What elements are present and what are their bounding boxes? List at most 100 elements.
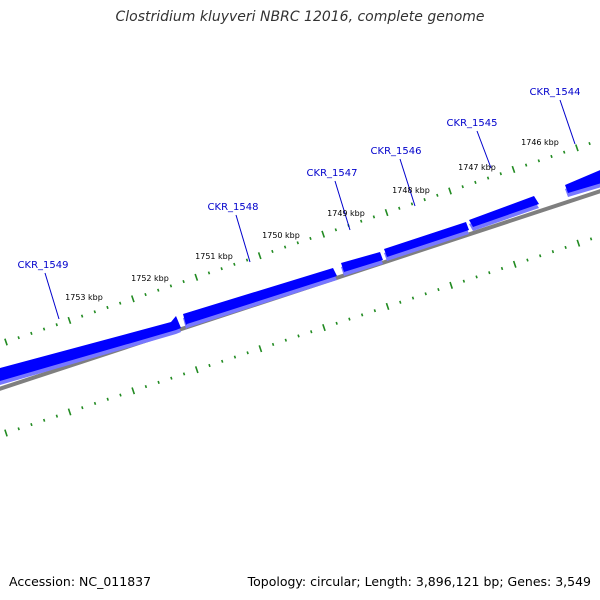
inner-tick-mark [233, 355, 237, 359]
inner-tick-mark [30, 422, 33, 427]
gene-label[interactable]: CKR_1548 [208, 202, 259, 213]
outer-tick-mark [321, 230, 326, 238]
outer-tick-mark [130, 295, 135, 303]
scale-label: 1751 kbp [195, 252, 233, 261]
gene-leader-line [476, 130, 492, 169]
outer-tick-mark [524, 163, 528, 167]
outer-tick-mark [220, 267, 223, 271]
outer-tick-mark [537, 159, 541, 163]
outer-tick-mark [233, 262, 236, 266]
gene-track [0, 168, 600, 385]
scale-label: 1746 kbp [521, 138, 559, 147]
inner-tick-mark [182, 372, 186, 376]
outer-tick-mark [436, 193, 439, 197]
outer-tick-mark [334, 228, 338, 232]
scale-label: 1749 kbp [327, 209, 365, 218]
outer-tick-mark [169, 284, 173, 288]
outer-tick-mark [588, 141, 591, 146]
gene-block[interactable] [341, 252, 383, 272]
outer-tick-mark [360, 219, 363, 223]
inner-tick-mark [500, 266, 504, 271]
outer-tick-mark [398, 206, 401, 210]
inner-tick-mark [194, 366, 199, 374]
inner-tick-mark [360, 313, 364, 317]
outer-tick-mark [550, 154, 553, 159]
gene-block[interactable] [469, 196, 539, 227]
gene-block[interactable] [0, 316, 181, 381]
inner-tick-mark [449, 281, 454, 289]
outer-tick-mark [4, 338, 8, 346]
outer-tick-mark [55, 323, 58, 327]
inner-tick-mark [538, 254, 542, 258]
outer-tick-mark [194, 273, 199, 281]
gene-label[interactable]: CKR_1544 [530, 87, 581, 98]
outer-tick-mark [106, 305, 109, 310]
gene-block[interactable] [565, 168, 600, 193]
outer-tick-mark [423, 198, 426, 202]
inner-tick-mark [271, 342, 275, 346]
inner-tick-mark [284, 338, 288, 342]
outer-tick-mark [486, 176, 490, 180]
inner-tick-mark [564, 245, 567, 249]
inner-tick-mark [551, 250, 555, 254]
scale-label: 1750 kbp [262, 231, 300, 240]
gene-block[interactable] [384, 222, 469, 257]
outer-tick-ring [4, 141, 591, 346]
inner-tick-mark [526, 258, 529, 262]
inner-tick-mark [512, 260, 517, 268]
outer-tick-mark [511, 165, 516, 174]
gene-leader-line [334, 180, 351, 231]
inner-tick-mark [462, 279, 466, 283]
inner-tick-mark [170, 376, 173, 380]
gene-label[interactable]: CKR_1545 [447, 118, 498, 129]
gene-label[interactable]: CKR_1549 [18, 260, 69, 271]
outer-tick-mark [257, 252, 262, 260]
gene-leader-line [44, 272, 60, 320]
outer-tick-mark [80, 314, 84, 318]
gene-block[interactable] [183, 268, 337, 325]
outer-tick-mark [296, 241, 299, 245]
inner-tick-mark [475, 275, 478, 279]
inner-tick-mark [385, 302, 390, 311]
gene-label-leaders [44, 99, 576, 320]
inner-tick-mark [131, 387, 136, 395]
inner-tick-mark [258, 345, 263, 353]
outer-tick-mark [448, 187, 452, 195]
outer-tick-mark [144, 292, 147, 297]
inner-tick-mark [576, 239, 581, 247]
inner-tick-mark [322, 323, 326, 332]
outer-tick-mark [182, 280, 185, 284]
inner-tick-mark [589, 237, 593, 241]
inner-tick-ring [4, 237, 593, 437]
scale-label: 1752 kbp [131, 274, 169, 283]
accession-text: Accession: NC_011837 [9, 574, 152, 589]
outer-tick-mark [207, 271, 211, 275]
outer-tick-mark [562, 150, 566, 154]
gene-label[interactable]: CKR_1546 [371, 146, 422, 157]
inner-tick-mark [221, 359, 224, 363]
outer-tick-mark [271, 249, 274, 253]
gene-leader-line [399, 158, 416, 207]
outer-tick-mark [93, 310, 97, 314]
outer-tick-mark [461, 185, 464, 189]
inner-tick-mark [17, 427, 20, 431]
inner-tick-mark [424, 292, 427, 296]
gene-label[interactable]: CKR_1547 [307, 168, 358, 179]
outer-tick-mark [67, 316, 72, 324]
outer-tick-mark [372, 215, 376, 219]
outer-tick-mark [283, 245, 287, 249]
inner-tick-mark [106, 397, 109, 401]
inner-tick-mark [55, 414, 59, 418]
inner-tick-mark [373, 309, 377, 313]
inner-tick-mark [119, 393, 122, 397]
inner-tick-mark [335, 321, 338, 325]
inner-tick-mark [81, 406, 84, 410]
inner-tick-mark [67, 408, 72, 416]
outer-tick-mark [245, 258, 249, 262]
inner-tick-mark [4, 429, 8, 437]
map-title: Clostridium kluyveri NBRC 12016, complet… [115, 9, 485, 25]
inner-tick-mark [437, 288, 440, 292]
outer-tick-mark [157, 288, 160, 292]
inner-tick-mark [488, 271, 491, 275]
